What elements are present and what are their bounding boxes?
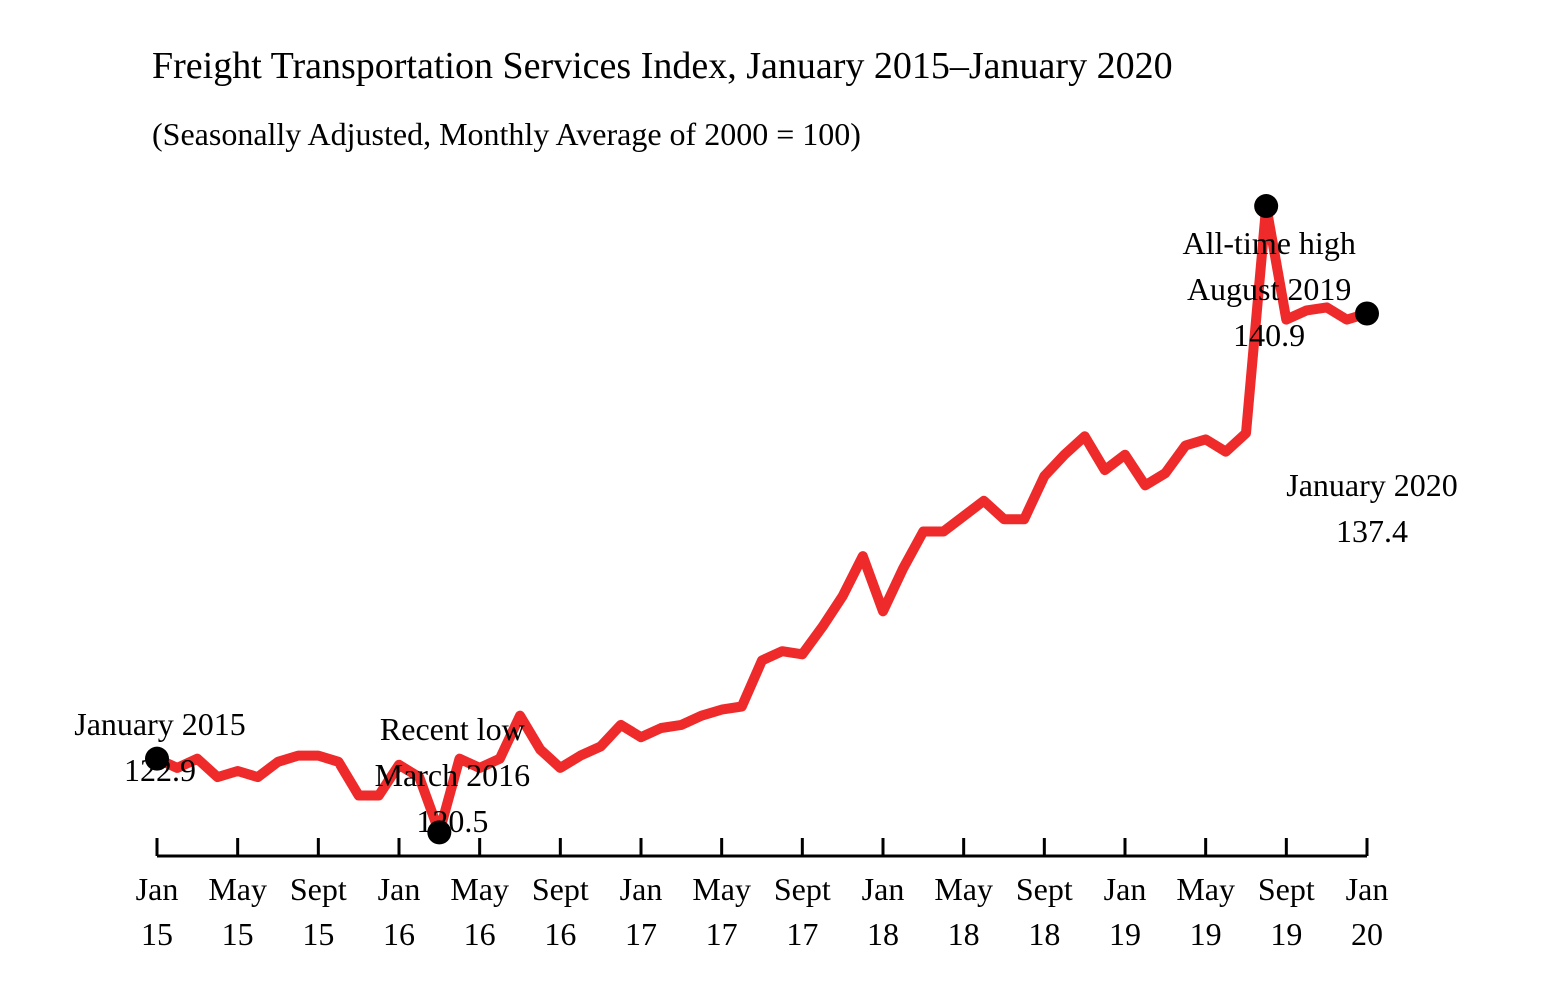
x-tick-label: Sept (290, 871, 347, 907)
x-tick-label: 18 (948, 916, 980, 952)
highlight-point (145, 746, 169, 771)
x-tick-label: May (208, 871, 267, 907)
highlight-annotations: January 2015 122.9 Recent low March 2016 120… (74, 225, 1458, 839)
x-axis-ticks: Jan 15 May 15 Sept 15 Jan 16 May 16 Sept 16 Jan 17 May… (136, 838, 1389, 952)
x-tick-label: 16 (544, 916, 576, 952)
highlight-annotation-line: 137.4 (1336, 513, 1408, 549)
x-tick-label: 17 (625, 916, 657, 952)
chart-title: Freight Transportation Services Index, J… (152, 45, 1173, 87)
series-layer (152, 201, 1372, 838)
highlight-annotation-line: All-time high (1183, 225, 1356, 261)
highlight-annotation-line: January 2020 (1286, 467, 1458, 503)
x-tick-label: 18 (1028, 916, 1060, 952)
highlight-annotation-line: March 2016 (375, 757, 531, 793)
highlight-annotation-line: January 2015 (74, 706, 246, 742)
x-tick-label: 17 (706, 916, 738, 952)
x-tick-label: Sept (532, 871, 589, 907)
x-tick-label: 19 (1270, 916, 1302, 952)
x-tick-label: Sept (1258, 871, 1315, 907)
x-tick-label: 15 (141, 916, 173, 952)
x-tick-label: 18 (867, 916, 899, 952)
x-tick-label: May (1176, 871, 1235, 907)
highlight-point (1254, 194, 1279, 219)
x-tick-label: Jan (862, 871, 905, 907)
highlight-annotation-line: August 2019 (1187, 271, 1351, 307)
x-tick-label: May (692, 871, 751, 907)
x-tick-label: May (450, 871, 509, 907)
x-tick-label: 16 (464, 916, 496, 952)
x-tick-label: May (934, 871, 993, 907)
x-tick-label: 19 (1109, 916, 1141, 952)
highlight-point (1355, 301, 1379, 326)
x-tick-label: 19 (1190, 916, 1222, 952)
x-tick-label: Jan (1104, 871, 1147, 907)
highlight-markers (145, 194, 1379, 845)
series-line (152, 201, 1372, 838)
x-tick-label: Jan (378, 871, 421, 907)
highlight-annotation-line: 140.9 (1233, 317, 1305, 353)
x-tick-label: Jan (1346, 871, 1389, 907)
x-tick-label: 17 (786, 916, 818, 952)
highlight-point (427, 820, 452, 845)
x-tick-label: 20 (1351, 916, 1383, 952)
x-tick-label: Sept (774, 871, 831, 907)
x-tick-label: 16 (383, 916, 415, 952)
x-tick-label: 15 (222, 916, 254, 952)
highlight-annotation-line: 120.5 (416, 803, 488, 839)
x-tick-label: Jan (136, 871, 179, 907)
highlight-annotation-line: 122.9 (124, 752, 196, 788)
x-tick-label: Jan (620, 871, 663, 907)
x-tick-label: Sept (1016, 871, 1073, 907)
highlight-annotation-line: Recent low (380, 711, 525, 747)
chart-subtitle: (Seasonally Adjusted, Monthly Average of… (152, 116, 861, 152)
x-tick-label: 15 (302, 916, 334, 952)
